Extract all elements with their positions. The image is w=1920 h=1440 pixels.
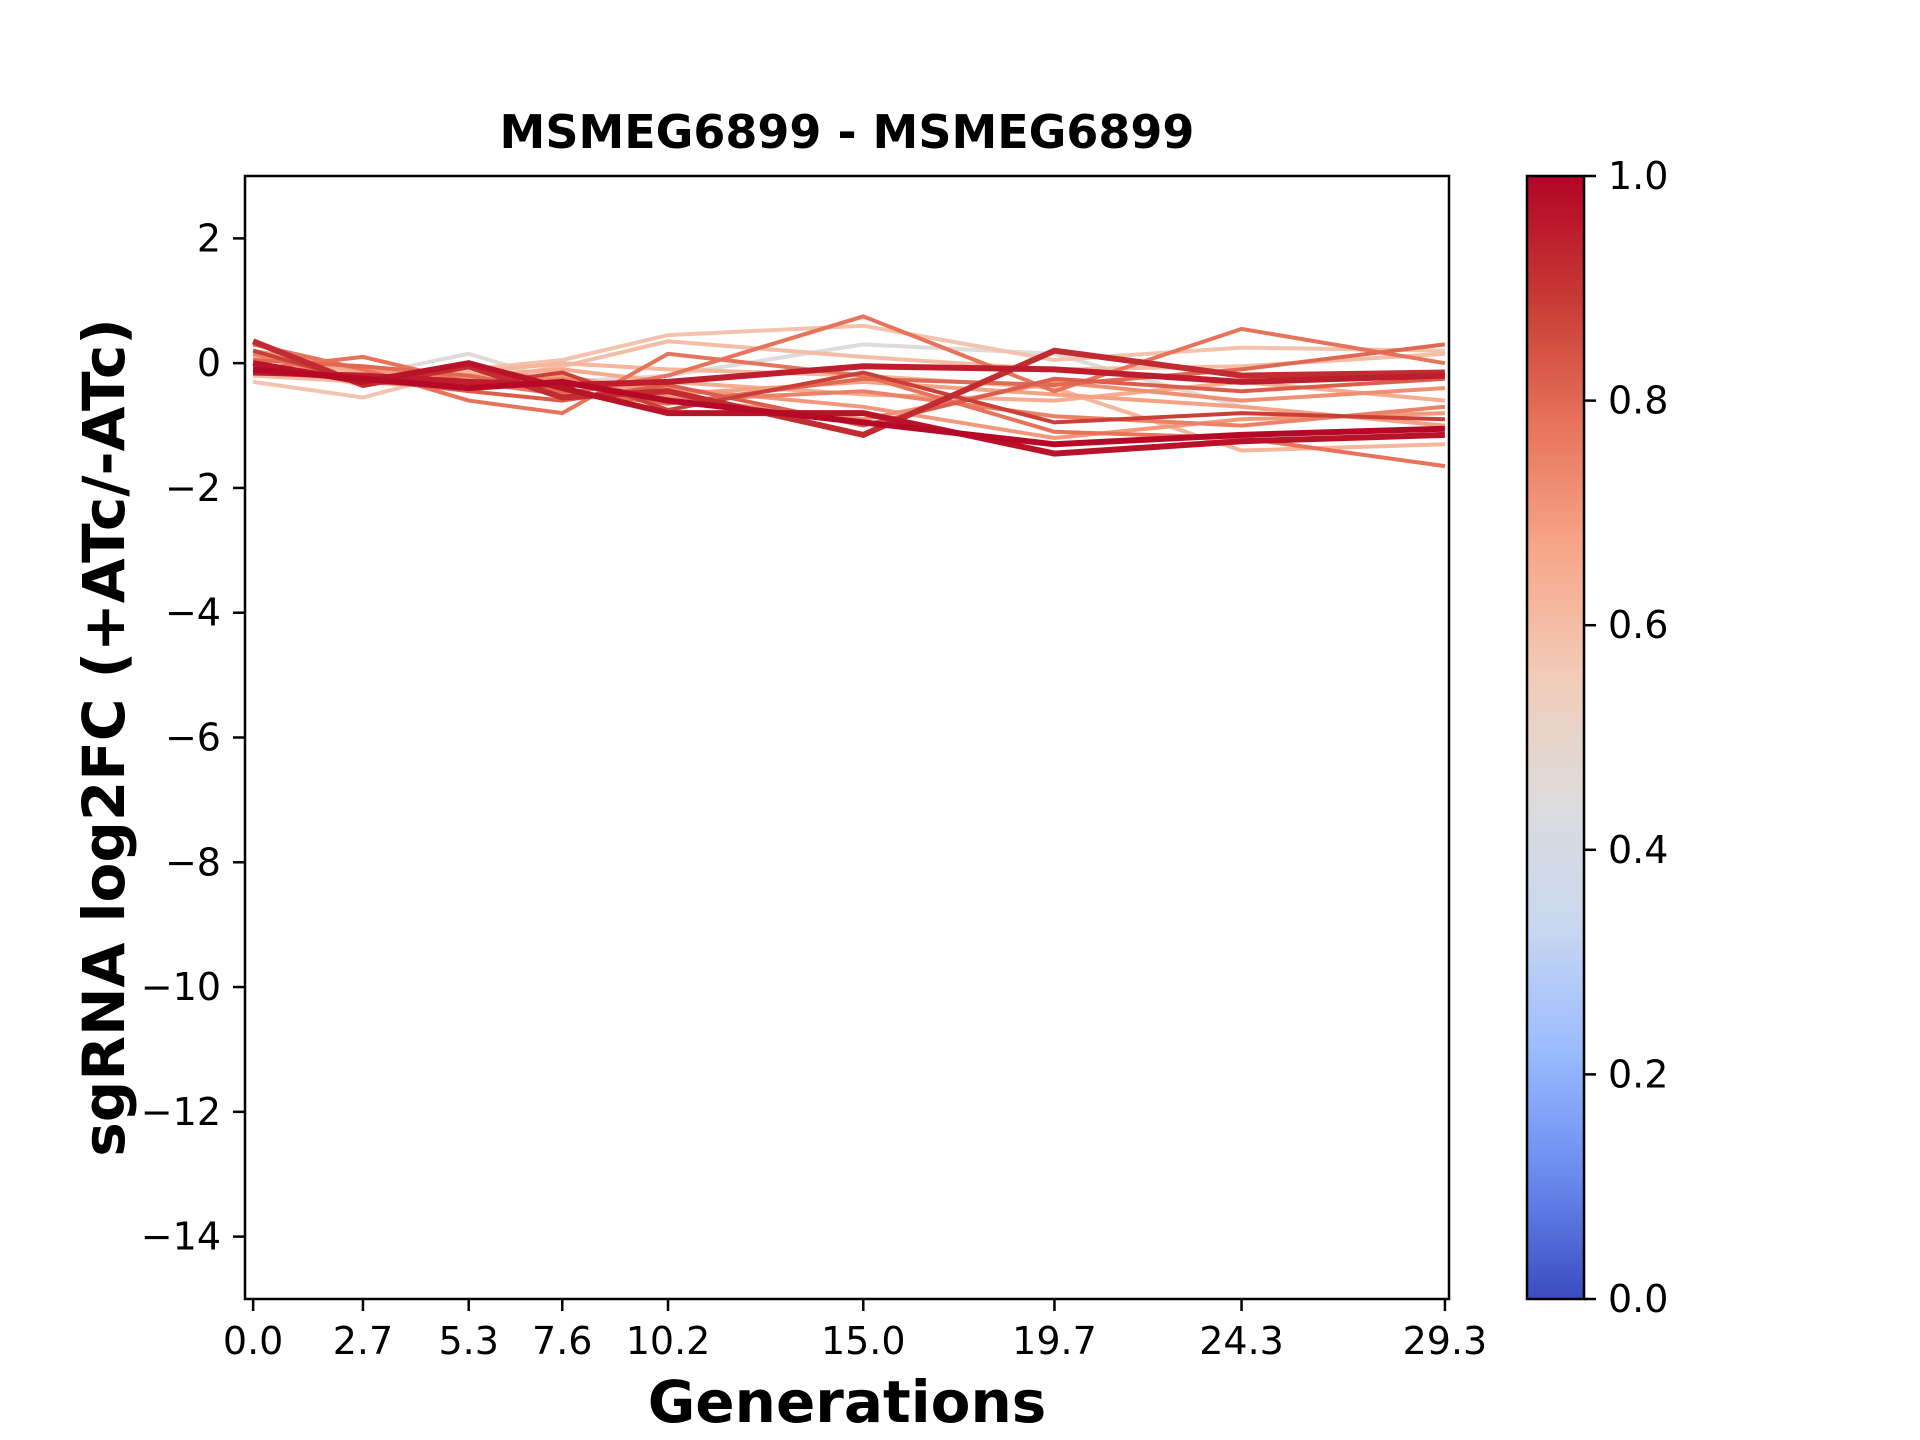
colorbar-tick-label: 0.4 <box>1608 828 1668 872</box>
y-tick-label: −6 <box>165 716 221 760</box>
x-tick-label: 2.7 <box>333 1319 393 1363</box>
y-tick-label: −4 <box>165 591 221 635</box>
plot-frame <box>243 174 1451 1301</box>
x-tick-label: 0.0 <box>223 1319 283 1363</box>
y-tick-label: −14 <box>141 1215 221 1259</box>
x-tick-label: 24.3 <box>1199 1319 1284 1363</box>
y-axis: 2 0 −2 −4 −6 −8 −10 −12 −14 <box>141 216 245 1259</box>
y-tick-label: −2 <box>165 466 221 510</box>
colorbar-frame <box>1525 174 1586 1301</box>
series-line-10 <box>252 314 1446 397</box>
y-tick-label: 0 <box>197 341 221 385</box>
series-line-18 <box>252 366 1445 448</box>
x-tick-label: 29.3 <box>1403 1319 1488 1363</box>
series-line-17 <box>252 360 1445 457</box>
colorbar-ticks: 0.0 0.2 0.4 0.6 0.8 1.0 <box>1584 154 1668 1321</box>
colorbar-tick-label: 0.6 <box>1608 603 1668 647</box>
plot-area <box>243 174 1451 1301</box>
x-axis: 0.0 2.7 5.3 7.6 10.2 15.0 19.7 24.3 29.3 <box>223 1299 1487 1363</box>
colorbar-tick-label: 0.8 <box>1608 379 1668 423</box>
colorbar-gradient <box>1527 176 1584 1299</box>
y-tick-label: −12 <box>141 1090 221 1134</box>
y-tick-label: 2 <box>197 216 221 260</box>
x-tick-label: 7.6 <box>532 1319 592 1363</box>
series-line-12 <box>252 342 1446 406</box>
x-tick-label: 5.3 <box>438 1319 498 1363</box>
colorbar-tick-label: 0.2 <box>1608 1052 1668 1096</box>
y-tick-label: −10 <box>141 965 221 1009</box>
colorbar-tick-label: 0.0 <box>1608 1277 1668 1321</box>
x-tick-label: 10.2 <box>626 1319 711 1363</box>
x-tick-label: 19.7 <box>1012 1319 1097 1363</box>
colorbar-tick-label: 1.0 <box>1608 154 1668 198</box>
series-line-7 <box>252 348 1445 441</box>
x-axis-label: Generations <box>648 1368 1047 1436</box>
x-tick-label: 15.0 <box>821 1319 906 1363</box>
colorbar: 0.0 0.2 0.4 0.6 0.8 1.0 <box>1525 154 1668 1321</box>
chart-title: MSMEG6899 - MSMEG6899 <box>500 105 1195 159</box>
series-group <box>251 314 1446 469</box>
y-tick-label: −8 <box>165 840 221 884</box>
y-axis-label: sgRNA log2FC (+ATc/-ATc) <box>70 318 138 1156</box>
